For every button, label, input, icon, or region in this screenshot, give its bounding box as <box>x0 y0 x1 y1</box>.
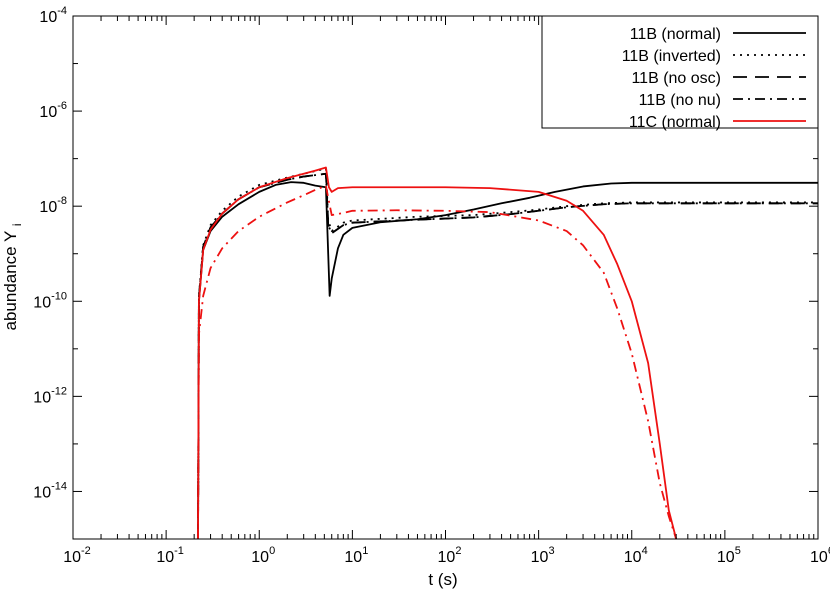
x-tick-label: 10-1 <box>156 545 184 566</box>
series-line-5 <box>197 184 678 539</box>
y-tick-label: 10-4 <box>39 5 67 26</box>
series-line-3 <box>197 172 818 539</box>
legend-label: 11B (normal) <box>630 26 721 43</box>
x-tick-label: 100 <box>251 545 275 566</box>
series-layer <box>197 166 818 539</box>
y-axis-label: abundance Y i <box>1 224 24 331</box>
legend-label: 11B (no nu) <box>639 92 721 109</box>
series-group <box>197 166 818 539</box>
series-line-1 <box>197 167 818 539</box>
x-tick-label: 102 <box>438 545 462 566</box>
y-tick-label: 10-10 <box>33 290 67 311</box>
legend-box <box>541 15 819 129</box>
y-axis-label-subscript: i <box>10 224 24 227</box>
y-tick-label: 10-14 <box>33 480 67 501</box>
series-line-0 <box>197 181 818 539</box>
x-tick-label: 104 <box>624 545 648 566</box>
x-tick-label: 105 <box>717 545 741 566</box>
legend-label: 11B (inverted) <box>622 48 721 65</box>
legend-label: 11C (normal) <box>629 114 721 131</box>
y-axis-label-main: abundance Y <box>1 231 20 331</box>
x-tick-label: 106 <box>810 545 830 566</box>
legend-label: 11B (no osc) <box>631 70 721 87</box>
y-tick-label: 10-6 <box>39 100 67 121</box>
series-line-4 <box>197 166 678 539</box>
y-tick-label: 10-8 <box>39 195 67 216</box>
y-tick-label: 10-12 <box>33 385 67 406</box>
x-tick-label: 103 <box>531 545 555 566</box>
x-tick-label: 101 <box>344 545 368 566</box>
x-tick-label: 10-2 <box>63 545 91 566</box>
legend: 11B (normal) 11B (inverted) 11B (no osc) 11… <box>541 15 819 131</box>
x-axis-label: t (s) <box>428 570 457 589</box>
